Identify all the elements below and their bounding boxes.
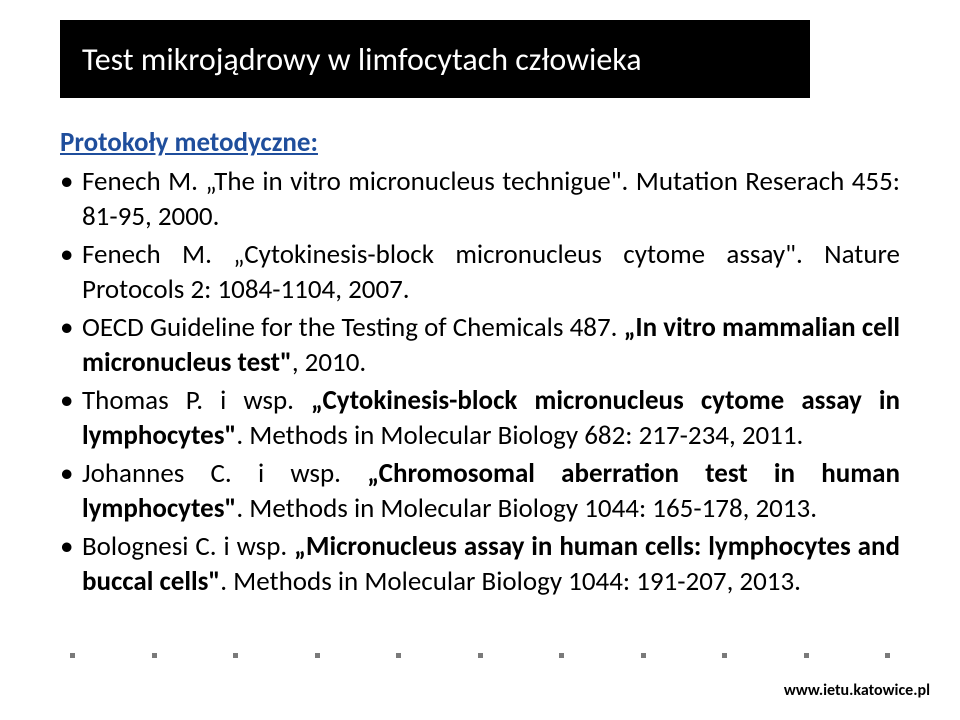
dot-icon (152, 653, 157, 658)
title-box: Test mikrojądrowy w limfocytach człowiek… (60, 20, 810, 98)
citation-tail: . Methods in Molecular Biology 1044: 191… (220, 565, 801, 598)
list-item: Bolognesi C. i wsp. „Micronucleus assay … (60, 530, 900, 599)
bullet-list: Fenech M. „The in vitro micronucleus tec… (60, 165, 900, 600)
quoted-title: „Cytokinesis-block micronucleus cytome a… (233, 238, 803, 271)
decorative-dots-row (70, 653, 890, 658)
dot-icon (396, 653, 401, 658)
citation-tail: . Methods in Molecular Biology 682: 217-… (236, 419, 803, 452)
citation-tail: , 2010. (292, 346, 366, 379)
list-item: Fenech M. „Cytokinesis-block micronucleu… (60, 238, 900, 307)
slide-title: Test mikrojądrowy w limfocytach człowiek… (82, 40, 642, 79)
footer-url: www.ietu.katowice.pl (784, 681, 930, 700)
author-text: Bolognesi C. i wsp. (82, 530, 294, 563)
list-item: Thomas P. i wsp. „Cytokinesis-block micr… (60, 384, 900, 453)
author-text: Fenech M. (82, 238, 233, 271)
list-item: Fenech M. „The in vitro micronucleus tec… (60, 165, 900, 234)
author-text: Thomas P. i wsp. (82, 384, 311, 417)
section-heading: Protokoły metodyczne: (60, 126, 900, 159)
quoted-title: „The in vitro micronucleus technigue". (205, 165, 628, 198)
content-area: Protokoły metodyczne: Fenech M. „The in … (60, 126, 900, 604)
author-text: Fenech M. (82, 165, 205, 198)
dot-icon (559, 653, 564, 658)
dot-icon (885, 653, 890, 658)
dot-icon (478, 653, 483, 658)
author-text: OECD Guideline for the Testing of Chemic… (82, 311, 624, 344)
dot-icon (722, 653, 727, 658)
dot-icon (315, 653, 320, 658)
dot-icon (804, 653, 809, 658)
list-item: Johannes C. i wsp. „Chromosomal aberrati… (60, 457, 900, 526)
dot-icon (70, 653, 75, 658)
dot-icon (233, 653, 238, 658)
citation-tail: . Methods in Molecular Biology 1044: 165… (236, 492, 817, 525)
list-item: OECD Guideline for the Testing of Chemic… (60, 311, 900, 380)
dot-icon (641, 653, 646, 658)
author-text: Johannes C. i wsp. (82, 457, 367, 490)
